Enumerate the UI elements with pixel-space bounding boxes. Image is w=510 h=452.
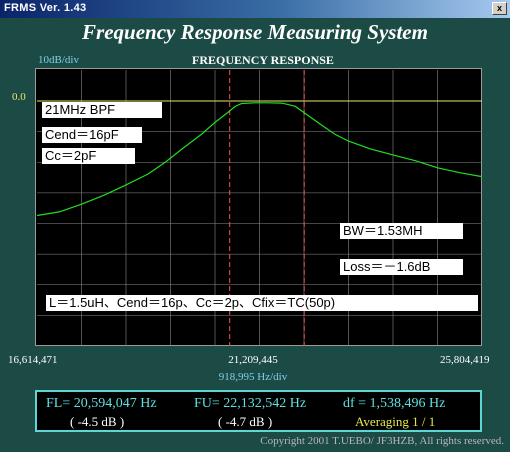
status-panel: FL= 20,594,047 Hz ( -4.5 dB ) FU= 22,132… xyxy=(35,390,482,432)
cc-label: Cc＝2pF xyxy=(42,148,135,164)
bandwidth-label: BW＝1.53MH xyxy=(340,223,463,239)
parameters-label: L＝1.5uH、Cend＝16p、Cc＝2p、Cfix＝TC(50p) xyxy=(46,295,478,311)
window-title: FRMS Ver. 1.43 xyxy=(4,2,87,14)
fl-db-readout: ( -4.5 dB ) xyxy=(70,414,125,429)
frequency-response-plot: 21MHz BPF Cend＝16pF Cc＝2pF BW＝1.53MH Los… xyxy=(35,68,483,346)
loss-label: Loss＝－1.6dB xyxy=(340,259,463,275)
fl-readout: FL= 20,594,047 Hz xyxy=(46,396,157,411)
plot-title: FREQUENCY RESPONSE xyxy=(192,53,334,67)
x-end-label: 25,804,419 xyxy=(440,354,490,366)
cend-label: Cend＝16pF xyxy=(42,127,142,143)
fu-db-readout: ( -4.7 dB ) xyxy=(218,414,273,429)
app-title: Frequency Response Measuring System xyxy=(82,20,428,44)
df-readout: df = 1,538,496 Hz xyxy=(343,396,446,411)
response-trace xyxy=(36,102,483,217)
filter-name-label: 21MHz BPF xyxy=(42,102,162,118)
x-div-label: 918,995 Hz/div xyxy=(218,371,288,383)
copyright-notice: Copyright 2001 T.UEBO/ JF3HZB, All right… xyxy=(260,435,504,447)
window-titlebar[interactable]: FRMS Ver. 1.43 x xyxy=(0,0,510,18)
averaging-readout: Averaging 1 / 1 xyxy=(355,414,436,429)
ref-level-label: 0.0 xyxy=(12,91,26,103)
x-start-label: 16,614,471 xyxy=(8,354,58,366)
x-center-label: 21,209,445 xyxy=(228,354,278,366)
scale-label: 10dB/div xyxy=(38,54,79,66)
close-button[interactable]: x xyxy=(492,2,507,15)
fu-readout: FU= 22,132,542 Hz xyxy=(194,396,307,411)
